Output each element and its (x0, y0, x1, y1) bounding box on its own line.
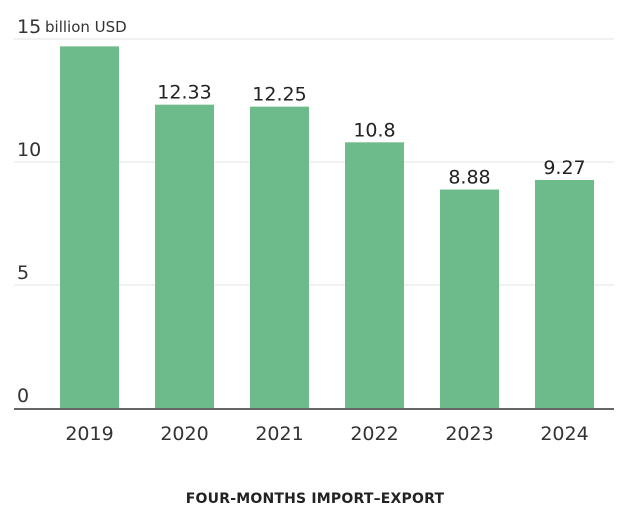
y-tick-label: 10 (17, 139, 41, 161)
x-tick-label: 2022 (350, 423, 398, 445)
x-tick-label: 2019 (65, 423, 113, 445)
data-label: 10.8 (353, 119, 395, 141)
bar-2022 (345, 142, 404, 408)
y-tick-label: 5 (17, 262, 29, 284)
x-tick-label: 2024 (540, 423, 588, 445)
data-label: 12.33 (157, 82, 211, 104)
bar-2021 (250, 106, 309, 409)
bar-2023 (440, 189, 499, 408)
data-label: 8.88 (448, 167, 490, 189)
y-axis-ticks: 0 5 10 15 billion USD (17, 16, 127, 407)
y-tick-label: 15 (17, 16, 41, 38)
data-labels: 12.33 12.25 10.8 8.88 9.27 (157, 82, 585, 189)
bar-2020 (155, 104, 214, 408)
chart-caption: FOUR-MONTHS IMPORT–EXPORT (186, 491, 445, 507)
y-tick-label: 0 (17, 385, 29, 407)
x-axis-categories: 2019 2020 2021 2022 2023 2024 (65, 423, 588, 445)
bar-2019 (60, 46, 119, 408)
x-tick-label: 2021 (255, 423, 303, 445)
x-tick-label: 2023 (445, 423, 493, 445)
data-label: 9.27 (543, 157, 585, 179)
bars (60, 46, 594, 409)
x-tick-label: 2020 (160, 423, 208, 445)
bar-2024 (535, 179, 594, 408)
y-axis-unit: billion USD (45, 18, 127, 36)
data-label: 12.25 (252, 84, 306, 106)
